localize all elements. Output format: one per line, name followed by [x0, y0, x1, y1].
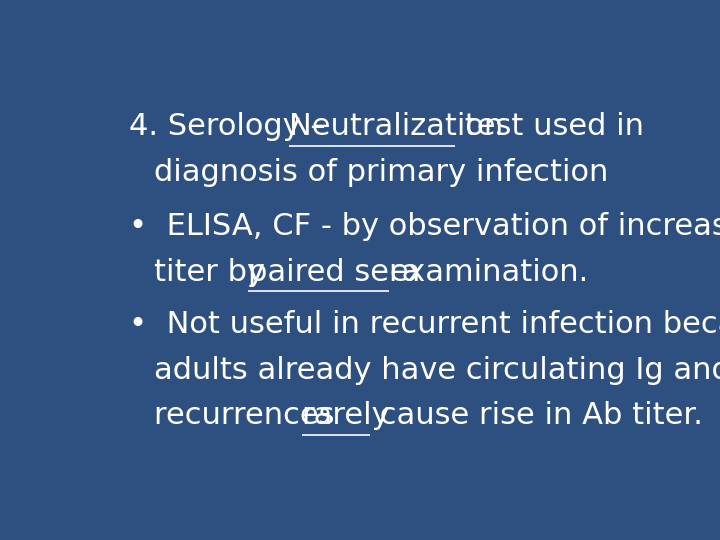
Text: test used in: test used in — [455, 112, 644, 141]
Text: titer by: titer by — [154, 258, 275, 287]
Text: recurrences: recurrences — [154, 401, 344, 430]
Text: •  ELISA, CF - by observation of increase in Ab: • ELISA, CF - by observation of increase… — [129, 212, 720, 241]
Text: diagnosis of primary infection: diagnosis of primary infection — [154, 158, 608, 187]
Text: paired sera: paired sera — [248, 258, 430, 287]
Text: adults already have circulating Ig and: adults already have circulating Ig and — [154, 356, 720, 384]
Text: examination.: examination. — [389, 258, 588, 287]
Text: rarely: rarely — [302, 401, 390, 430]
Text: 4. Serology –: 4. Serology – — [129, 112, 336, 141]
Text: •  Not useful in recurrent infection because: • Not useful in recurrent infection beca… — [129, 310, 720, 339]
Text: cause rise in Ab titer.: cause rise in Ab titer. — [370, 401, 703, 430]
Text: Neutralization: Neutralization — [289, 112, 503, 141]
